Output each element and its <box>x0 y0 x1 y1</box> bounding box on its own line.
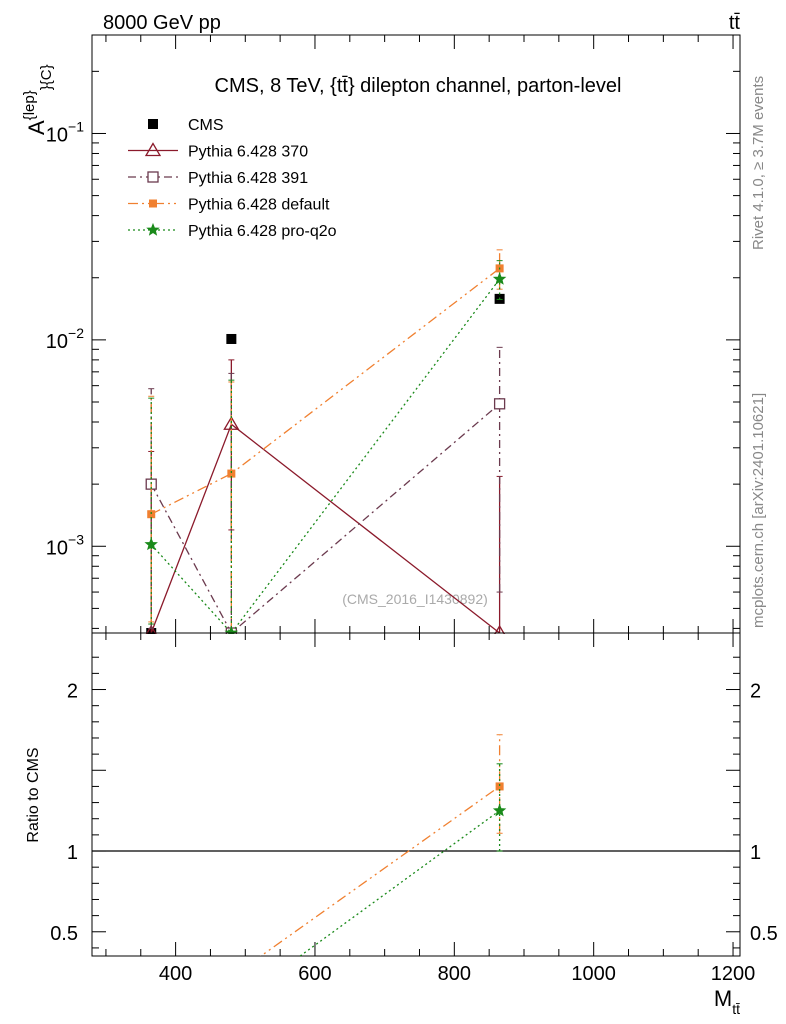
data-point <box>147 510 156 519</box>
data-point <box>144 142 162 157</box>
source-side-label: mcplots.cern.ch [arXiv:2401.10621] <box>750 393 767 628</box>
ratio-ticks: 0.5 0.5 1 1 2 2 400 600 800 1000 1200 <box>50 633 778 985</box>
x-axis-label: Mtt̄ <box>714 986 740 1017</box>
ratio-ytick-label-right: 0.5 <box>750 923 778 945</box>
analysis-watermark: (CMS_2016_I1430892) <box>342 591 488 607</box>
rivet-side-label: Rivet 4.1.0, ≥ 3.7M events <box>750 76 767 250</box>
data-point <box>145 624 157 634</box>
main-ytick-labels: 10−1 10−2 10−3 <box>46 118 84 559</box>
legend-label: CMS <box>188 117 224 134</box>
legend-entry: Pythia 6.428 pro-q2o <box>128 222 337 240</box>
series-line <box>299 810 500 956</box>
series-pythia-6-428-pro-q2o <box>299 763 507 956</box>
series-pythia-6-428-pro-q2o <box>144 260 507 634</box>
series-line <box>150 267 500 515</box>
main-series <box>144 249 507 634</box>
legend-entry: Pythia 6.428 default <box>128 197 330 214</box>
ratio-ytick-label: 2 <box>67 681 78 703</box>
series-cms <box>146 293 505 634</box>
series-pythia-6-428-default <box>259 734 504 956</box>
main-ytick-label: 10−3 <box>46 531 84 559</box>
plot-title: CMS, 8 TeV, {tt̄} dilepton channel, part… <box>215 75 622 97</box>
data-point <box>147 171 159 183</box>
main-ticks <box>92 35 740 633</box>
data-point <box>227 469 236 478</box>
ratio-xtick-label: 1000 <box>571 963 616 985</box>
source-text: mcplots.cern.ch [arXiv:2401.10621] <box>750 393 767 628</box>
data-point <box>495 782 504 791</box>
ratio-ytick-label-right: 2 <box>750 681 761 703</box>
legend-label: Pythia 6.428 pro-q2o <box>188 223 337 240</box>
data-point <box>494 624 506 634</box>
data-point <box>148 119 158 129</box>
legend: CMS Pythia 6.428 370 Pythia 6.428 391 Pythi… <box>128 117 337 240</box>
ratio-ytick-label: 1 <box>67 842 78 864</box>
ratio-series <box>259 734 507 956</box>
data-point <box>149 199 157 208</box>
ratio-xtick-label: 1200 <box>711 963 756 985</box>
energy-label: 8000 GeV pp <box>103 12 221 34</box>
process-label: tt̄ <box>729 12 741 34</box>
data-point <box>226 333 237 344</box>
data-point <box>492 271 507 285</box>
data-point <box>492 803 507 817</box>
series-line <box>259 785 500 956</box>
ratio-xtick-label: 400 <box>159 963 192 985</box>
data-point <box>144 537 158 551</box>
data-point <box>224 625 239 634</box>
ratio-ylabel-text: Ratio to CMS <box>25 747 42 842</box>
series-line <box>150 278 501 634</box>
rivet-text: Rivet 4.1.0, ≥ 3.7M events <box>750 76 767 250</box>
data-point <box>493 398 506 410</box>
legend-label: Pythia 6.428 default <box>188 197 330 214</box>
main-ytick-label: 10−2 <box>46 325 84 353</box>
legend-label: Pythia 6.428 370 <box>188 144 308 161</box>
ratio-xtick-label: 600 <box>298 963 331 985</box>
main-ytick-label: 10−1 <box>46 118 84 146</box>
legend-label: Pythia 6.428 391 <box>188 170 308 187</box>
data-point <box>146 222 160 236</box>
legend-entry: Pythia 6.428 370 <box>128 142 308 161</box>
ratio-xtick-label: 800 <box>438 963 471 985</box>
ratio-ytick-label-right: 1 <box>750 842 761 864</box>
legend-entry: CMS <box>148 117 224 134</box>
ratio-ytick-label: 0.5 <box>50 923 78 945</box>
ratio-ylabel: Ratio to CMS <box>25 747 42 842</box>
ratio-plot-frame <box>91 632 741 957</box>
legend-entry: Pythia 6.428 391 <box>128 170 308 187</box>
